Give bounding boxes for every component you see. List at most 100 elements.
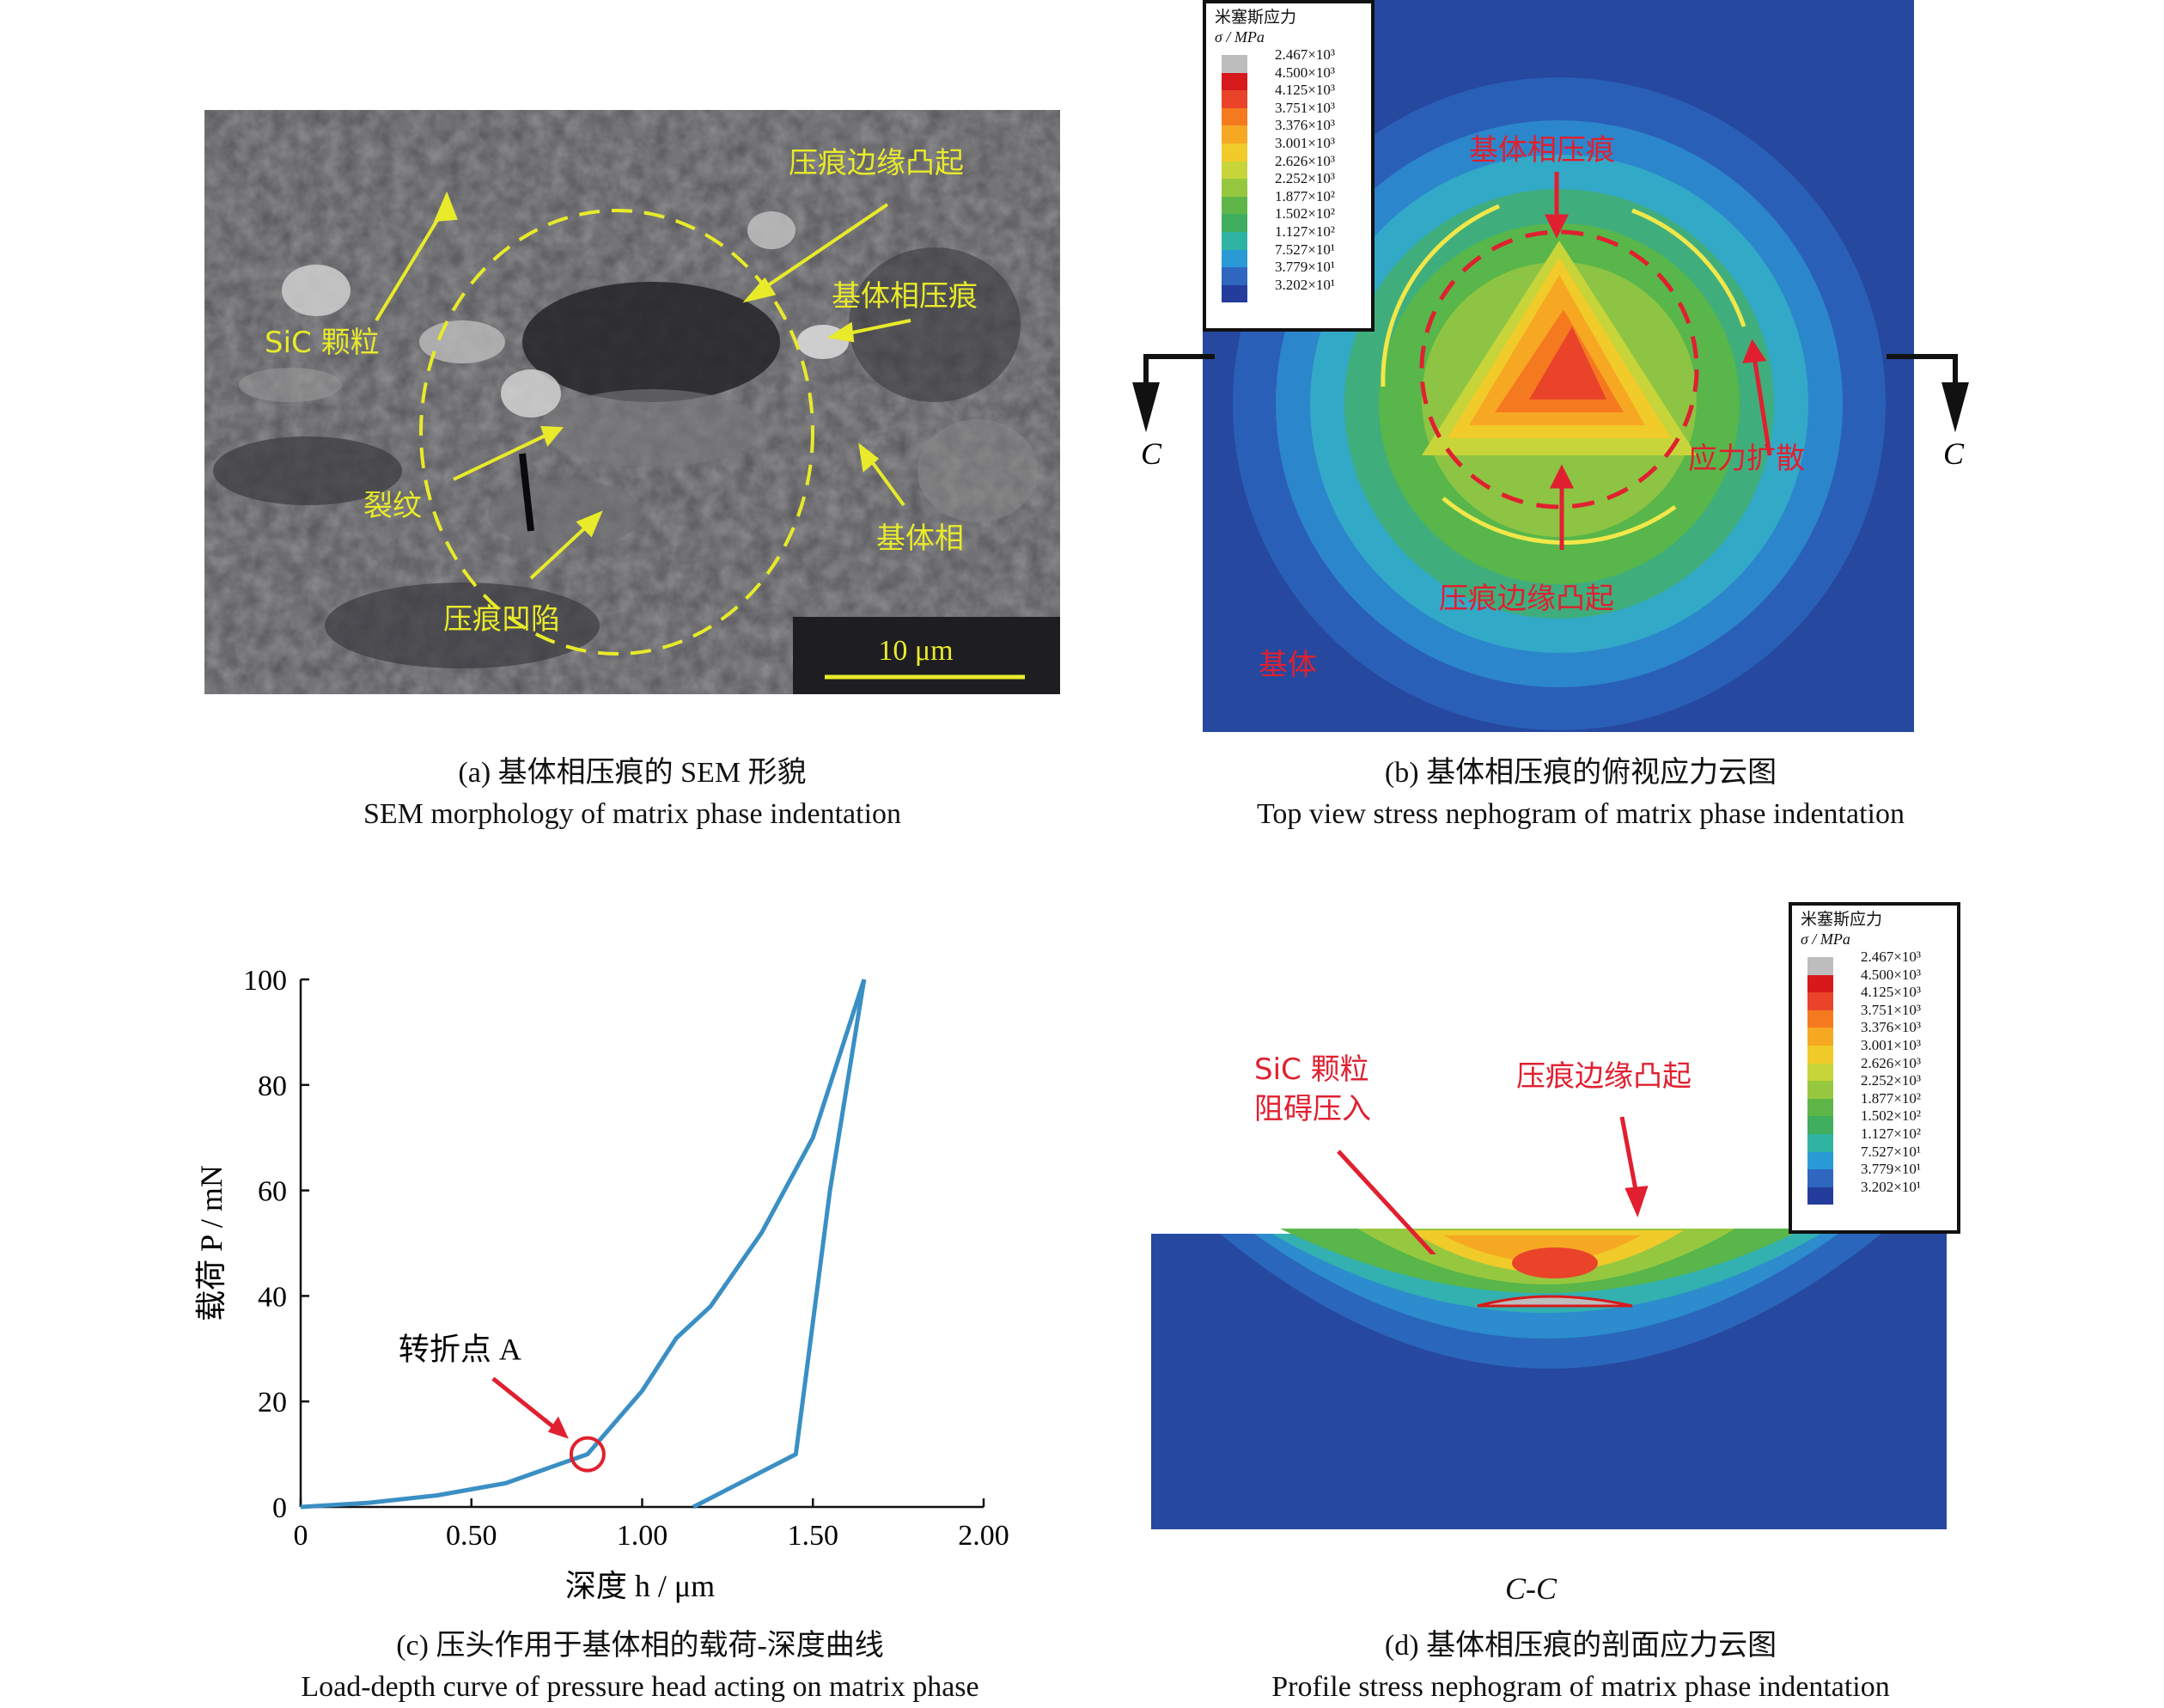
legend-swatch — [1222, 90, 1247, 108]
legend-row: 4.500×10³ — [1792, 967, 1957, 993]
legend-value: 1.877×10² — [1275, 187, 1335, 204]
scale-bar-label: 10 μm — [878, 635, 953, 667]
annotation-arrow — [491, 1376, 564, 1436]
load-depth-chart: 0 0.50 1.00 1.50 2.00 0 20 40 60 80 100 转折点 A 深度 h… — [194, 965, 1009, 1603]
legend-value: 1.502×10² — [1275, 205, 1335, 223]
caption-c-cn: (c) 压头作用于基体相的载荷-深度曲线 — [396, 1630, 884, 1662]
y-tick-label: 0 — [272, 1492, 287, 1524]
label-sic-particle: SiC 颗粒 — [265, 326, 380, 360]
legend-value: 3.001×10³ — [1275, 134, 1335, 151]
profile-nephogram — [1151, 1229, 1947, 1529]
legend-swatch — [1222, 231, 1247, 250]
x-tick-label: 1.00 — [617, 1520, 668, 1552]
legend-row: 4.125×10³ — [1206, 82, 1371, 108]
caption-d: (d) 基体相压痕的剖面应力云图 Profile stress nephogra… — [1151, 1626, 2010, 1708]
legend-row: 2.467×10³ — [1206, 46, 1371, 73]
caption-d-en: Profile stress nephogram of matrix phase… — [1271, 1671, 1890, 1703]
legend-value: 2.252×10³ — [1275, 170, 1335, 187]
legend-value: 3.001×10³ — [1861, 1036, 1921, 1053]
legend-row: 3.376×10³ — [1206, 117, 1371, 143]
legend-row: 7.527×10¹ — [1792, 1144, 1957, 1170]
caption-b: (b) 基体相压痕的俯视应力云图 Top view stress nephogr… — [1151, 753, 2010, 835]
legend-swatch — [1807, 1169, 1833, 1187]
legend-value: 4.125×10³ — [1275, 82, 1335, 99]
label-edge-bulge-b: 压痕边缘凸起 — [1439, 582, 1614, 616]
legend-swatch — [1222, 179, 1247, 197]
label-edge-bulge-d: 压痕边缘凸起 — [1516, 1059, 1692, 1094]
series-line-loading — [300, 979, 867, 1510]
legend-row: 2.252×10³ — [1206, 170, 1371, 197]
x-tick-label: 0 — [294, 1520, 308, 1552]
legend-swatch — [1222, 161, 1247, 180]
legend-swatch — [1222, 143, 1247, 162]
legend-swatch — [1807, 1098, 1833, 1117]
legend-swatch — [1222, 107, 1247, 126]
legend-row: 1.127×10² — [1206, 223, 1371, 250]
legend-value: 3.376×10³ — [1275, 117, 1335, 134]
label-matrix-body: 基体 — [1259, 648, 1317, 682]
legend-value: 3.779×10¹ — [1861, 1161, 1921, 1178]
legend-row: 1.877×10² — [1206, 188, 1371, 215]
section-label-right: C — [1943, 436, 1965, 471]
turning-point-label: 转折点 A — [399, 1333, 521, 1367]
caption-b-cn: (b) 基体相压痕的俯视应力云图 — [1384, 757, 1777, 789]
legend-value: 3.202×10¹ — [1861, 1178, 1921, 1195]
legend-swatch — [1222, 196, 1247, 215]
legend-value: 2.467×10³ — [1861, 949, 1921, 965]
legend-swatch — [1807, 1116, 1833, 1134]
legend-row: 3.001×10³ — [1206, 135, 1371, 162]
chart-series — [300, 979, 867, 1510]
legend-swatch — [1807, 1045, 1833, 1064]
caption-a-cn: (a) 基体相压痕的 SEM 形貌 — [458, 757, 807, 789]
legend-row: 2.467×10³ — [1792, 949, 1957, 975]
caption-b-en: Top view stress nephogram of matrix phas… — [1257, 798, 1905, 830]
legend-row: 3.202×10¹ — [1792, 1179, 1957, 1205]
caption-a: (a) 基体相压痕的 SEM 形貌 SEM morphology of matr… — [204, 753, 1060, 835]
legend-value: 7.527×10¹ — [1275, 241, 1335, 258]
legend-value: 7.527×10¹ — [1861, 1143, 1921, 1160]
legend-swatch — [1807, 974, 1833, 993]
label-matrix-indent-b: 基体相压痕 — [1469, 133, 1615, 168]
legend-value: 3.779×10¹ — [1275, 259, 1335, 276]
legend-swatch — [1222, 214, 1247, 232]
legend-swatch — [1222, 249, 1247, 268]
legend-row: 1.502×10² — [1206, 205, 1371, 232]
legend-swatch — [1807, 1010, 1833, 1028]
label-matrix: 基体相 — [876, 522, 964, 556]
legend-swatch — [1807, 1081, 1833, 1099]
annotation-arrowhead — [547, 1416, 569, 1439]
legend-swatch — [1807, 1028, 1833, 1046]
label-sic-block-1: SiC 颗粒 — [1254, 1052, 1369, 1087]
legend-row: 3.202×10¹ — [1206, 277, 1371, 303]
caption-c: (c) 压头作用于基体相的载荷-深度曲线 Load-depth curve of… — [172, 1626, 1108, 1708]
legend-value: 2.252×10³ — [1861, 1072, 1921, 1089]
legend-d: 米塞斯应力 σ / MPa 2.467×10³ 4.500×10³ 4.125×10… — [1789, 902, 1960, 1234]
y-tick-label: 20 — [258, 1387, 287, 1418]
caption-a-en: SEM morphology of matrix phase indentati… — [363, 798, 902, 830]
label-edge-bulge: 压痕边缘凸起 — [789, 146, 964, 180]
section-caption-cc: C-C — [1505, 1571, 1557, 1606]
legend-value: 1.127×10² — [1275, 223, 1335, 240]
legend-row: 1.877×10² — [1792, 1090, 1957, 1117]
legend-row: 3.779×10¹ — [1206, 259, 1371, 285]
legend-value: 3.751×10³ — [1861, 1001, 1921, 1018]
legend-swatch — [1807, 1133, 1833, 1152]
legend-swatch — [1222, 125, 1247, 143]
legend-swatch — [1222, 284, 1247, 303]
y-tick-label: 40 — [258, 1281, 287, 1313]
label-stress-spread: 应力扩散 — [1688, 442, 1805, 476]
label-crack: 裂纹 — [363, 489, 422, 523]
chart-axes: 0 0.50 1.00 1.50 2.00 0 20 40 60 80 100 — [243, 965, 1009, 1552]
legend-value: 1.127×10² — [1861, 1125, 1921, 1142]
legend-row: 2.626×10³ — [1792, 1055, 1957, 1082]
legend-swatch — [1807, 957, 1833, 975]
x-tick-label: 2.00 — [958, 1520, 1009, 1552]
legend-value: 1.877×10² — [1861, 1089, 1921, 1107]
label-matrix-indent: 基体相压痕 — [832, 279, 978, 314]
turning-point-marker — [569, 1436, 606, 1473]
legend-swatch — [1807, 1151, 1833, 1170]
legend-row: 3.779×10¹ — [1792, 1161, 1957, 1187]
legend-swatch — [1222, 72, 1247, 91]
x-axis-label: 深度 h / μm — [565, 1569, 715, 1603]
legend-swatch — [1807, 992, 1833, 1010]
